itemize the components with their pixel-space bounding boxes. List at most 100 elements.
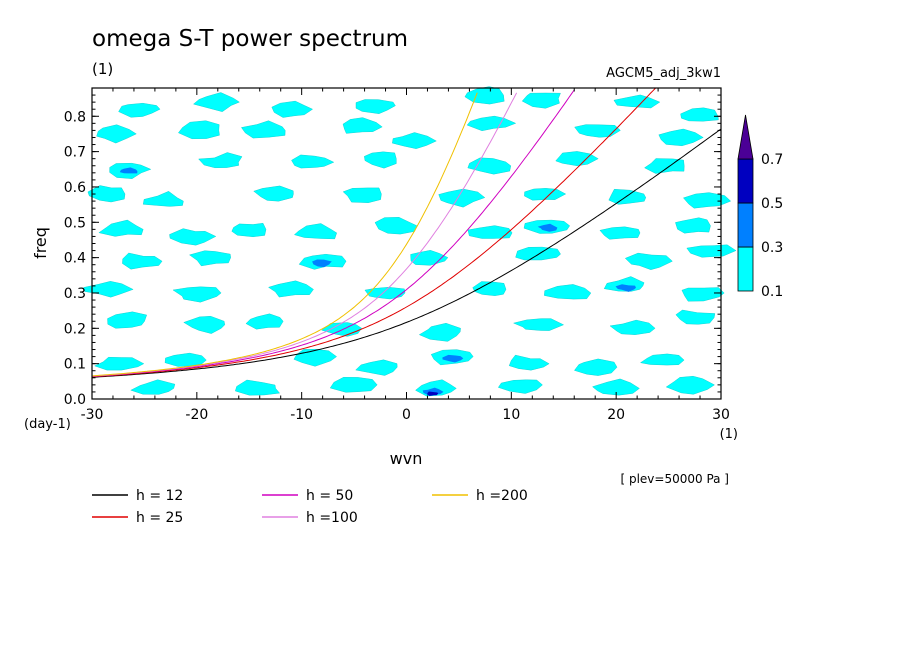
contour-patch-6 — [613, 94, 661, 109]
contour-patch-42 — [122, 252, 163, 270]
contour-patch-83 — [592, 378, 640, 396]
x-unit-label: (1) — [720, 427, 738, 442]
x-tick-label: 30 — [712, 407, 730, 423]
legend-label-h200: h =200 — [476, 488, 528, 504]
contour-patch-64 — [512, 318, 565, 331]
series-line-h25 — [91, 87, 656, 378]
contour-patch-27 — [342, 187, 382, 203]
contour-patch-46 — [410, 250, 449, 266]
colorbar-label: 0.5 — [761, 196, 783, 212]
contour-patch-43 — [189, 250, 231, 267]
contour-patch-10 — [241, 120, 286, 139]
contour-patch-7 — [680, 107, 719, 122]
x-axis-label: wvn — [390, 449, 423, 468]
contour-patch-74 — [574, 358, 618, 376]
colorbar-label: 0.3 — [761, 240, 783, 256]
contour-patch-33 — [169, 228, 217, 246]
colorbar-extend-arrow — [737, 114, 754, 160]
contour-patch-36 — [374, 217, 418, 235]
series-line-h200 — [91, 92, 478, 377]
x-tick-label: -10 — [290, 407, 313, 423]
contour-patch-34 — [231, 222, 267, 238]
y-tick-label: 0.3 — [64, 286, 86, 302]
y-tick-label: 0.1 — [64, 357, 86, 373]
y-tick-label: 0.2 — [64, 321, 86, 337]
colorbar: 0.1 0.3 0.5 0.7 — [737, 114, 783, 300]
contour-patch-21 — [467, 157, 512, 175]
series-line-h12 — [91, 128, 722, 378]
contour-patch-39 — [537, 223, 558, 232]
contour-patch-73 — [508, 354, 550, 371]
contour-patch-81 — [427, 391, 439, 396]
contour-patch-5 — [521, 92, 561, 109]
x-tick-label: -30 — [81, 407, 104, 423]
legend-label-h25: h = 25 — [136, 510, 183, 526]
colorbar-segment — [737, 202, 754, 248]
contour-patch-48 — [624, 252, 673, 270]
contour-patch-29 — [524, 188, 567, 201]
contour-patch-9 — [178, 120, 220, 140]
x-tick-label: 0 — [402, 407, 411, 423]
colorbar-segment — [737, 246, 754, 292]
dispersion-curves — [91, 87, 722, 378]
contour-patch-47 — [515, 246, 561, 261]
contour-patch-35 — [293, 223, 337, 240]
x-tick-label: -20 — [185, 407, 208, 423]
contour-patch-76 — [130, 379, 176, 395]
contour-patch-54 — [472, 281, 507, 296]
contour-patch-45 — [312, 259, 332, 268]
contour-patches — [83, 86, 737, 397]
contour-patch-17 — [119, 167, 138, 174]
contour-patch-59 — [107, 311, 147, 329]
y-axis-label: freq — [31, 227, 50, 259]
contour-patch-65 — [609, 319, 656, 335]
x-tick-label: 20 — [607, 407, 625, 423]
contour-patch-66 — [675, 309, 716, 325]
contour-patch-60 — [183, 315, 226, 334]
contour-patch-31 — [683, 192, 732, 209]
contour-patch-18 — [198, 152, 243, 169]
contour-patch-2 — [271, 100, 314, 118]
contour-patch-1 — [193, 92, 240, 112]
contour-patch-63 — [418, 322, 461, 342]
contour-patch-57 — [615, 284, 636, 292]
legend-label-h50: h = 50 — [306, 488, 353, 504]
contour-patch-84 — [665, 375, 715, 395]
contour-patch-11 — [342, 117, 383, 134]
plot-area — [83, 86, 737, 400]
contour-patch-8 — [96, 124, 137, 144]
colorbar-label: 0.1 — [761, 284, 783, 300]
y-tick-label: 0.5 — [64, 215, 86, 231]
contour-patch-12 — [392, 132, 437, 149]
y-tick-label: 0.8 — [64, 109, 86, 125]
contour-patch-69 — [293, 348, 337, 367]
contour-patch-41 — [675, 217, 711, 234]
y-axis: 0.0 0.1 0.2 0.3 0.4 0.5 0.6 0.7 0.8 — [64, 94, 721, 408]
y-unit-label: (day-1) — [24, 417, 71, 432]
contour-patch-40 — [599, 226, 641, 240]
chart-title: omega S-T power spectrum — [92, 26, 408, 52]
legend-label-h12: h = 12 — [136, 488, 183, 504]
contour-patch-78 — [329, 377, 378, 393]
contour-patch-61 — [245, 313, 284, 330]
contour-patch-26 — [253, 185, 294, 202]
series-line-h50 — [91, 89, 575, 377]
contour-patch-75 — [639, 353, 685, 366]
colorbar-label: 0.7 — [761, 152, 783, 168]
run-label: AGCM5_adj_3kw1 — [606, 66, 721, 81]
contour-patch-19 — [291, 154, 335, 169]
units-label: (1) — [92, 60, 113, 78]
contour-patch-24 — [87, 185, 126, 203]
contour-patch-55 — [544, 284, 592, 300]
contour-patch-20 — [364, 151, 397, 169]
y-tick-label: 0.4 — [64, 251, 86, 267]
x-tick-label: 10 — [502, 407, 520, 423]
legend: h = 12 h = 25 h = 50 h =100 h =200 — [92, 488, 528, 526]
legend-label-h100: h =100 — [306, 510, 358, 526]
contour-patch-30 — [608, 188, 647, 205]
contour-patch-28 — [438, 188, 486, 208]
contour-patch-58 — [681, 287, 725, 302]
y-tick-label: 0.7 — [64, 145, 86, 161]
level-label: [ plev=50000 Pa ] — [620, 472, 729, 486]
